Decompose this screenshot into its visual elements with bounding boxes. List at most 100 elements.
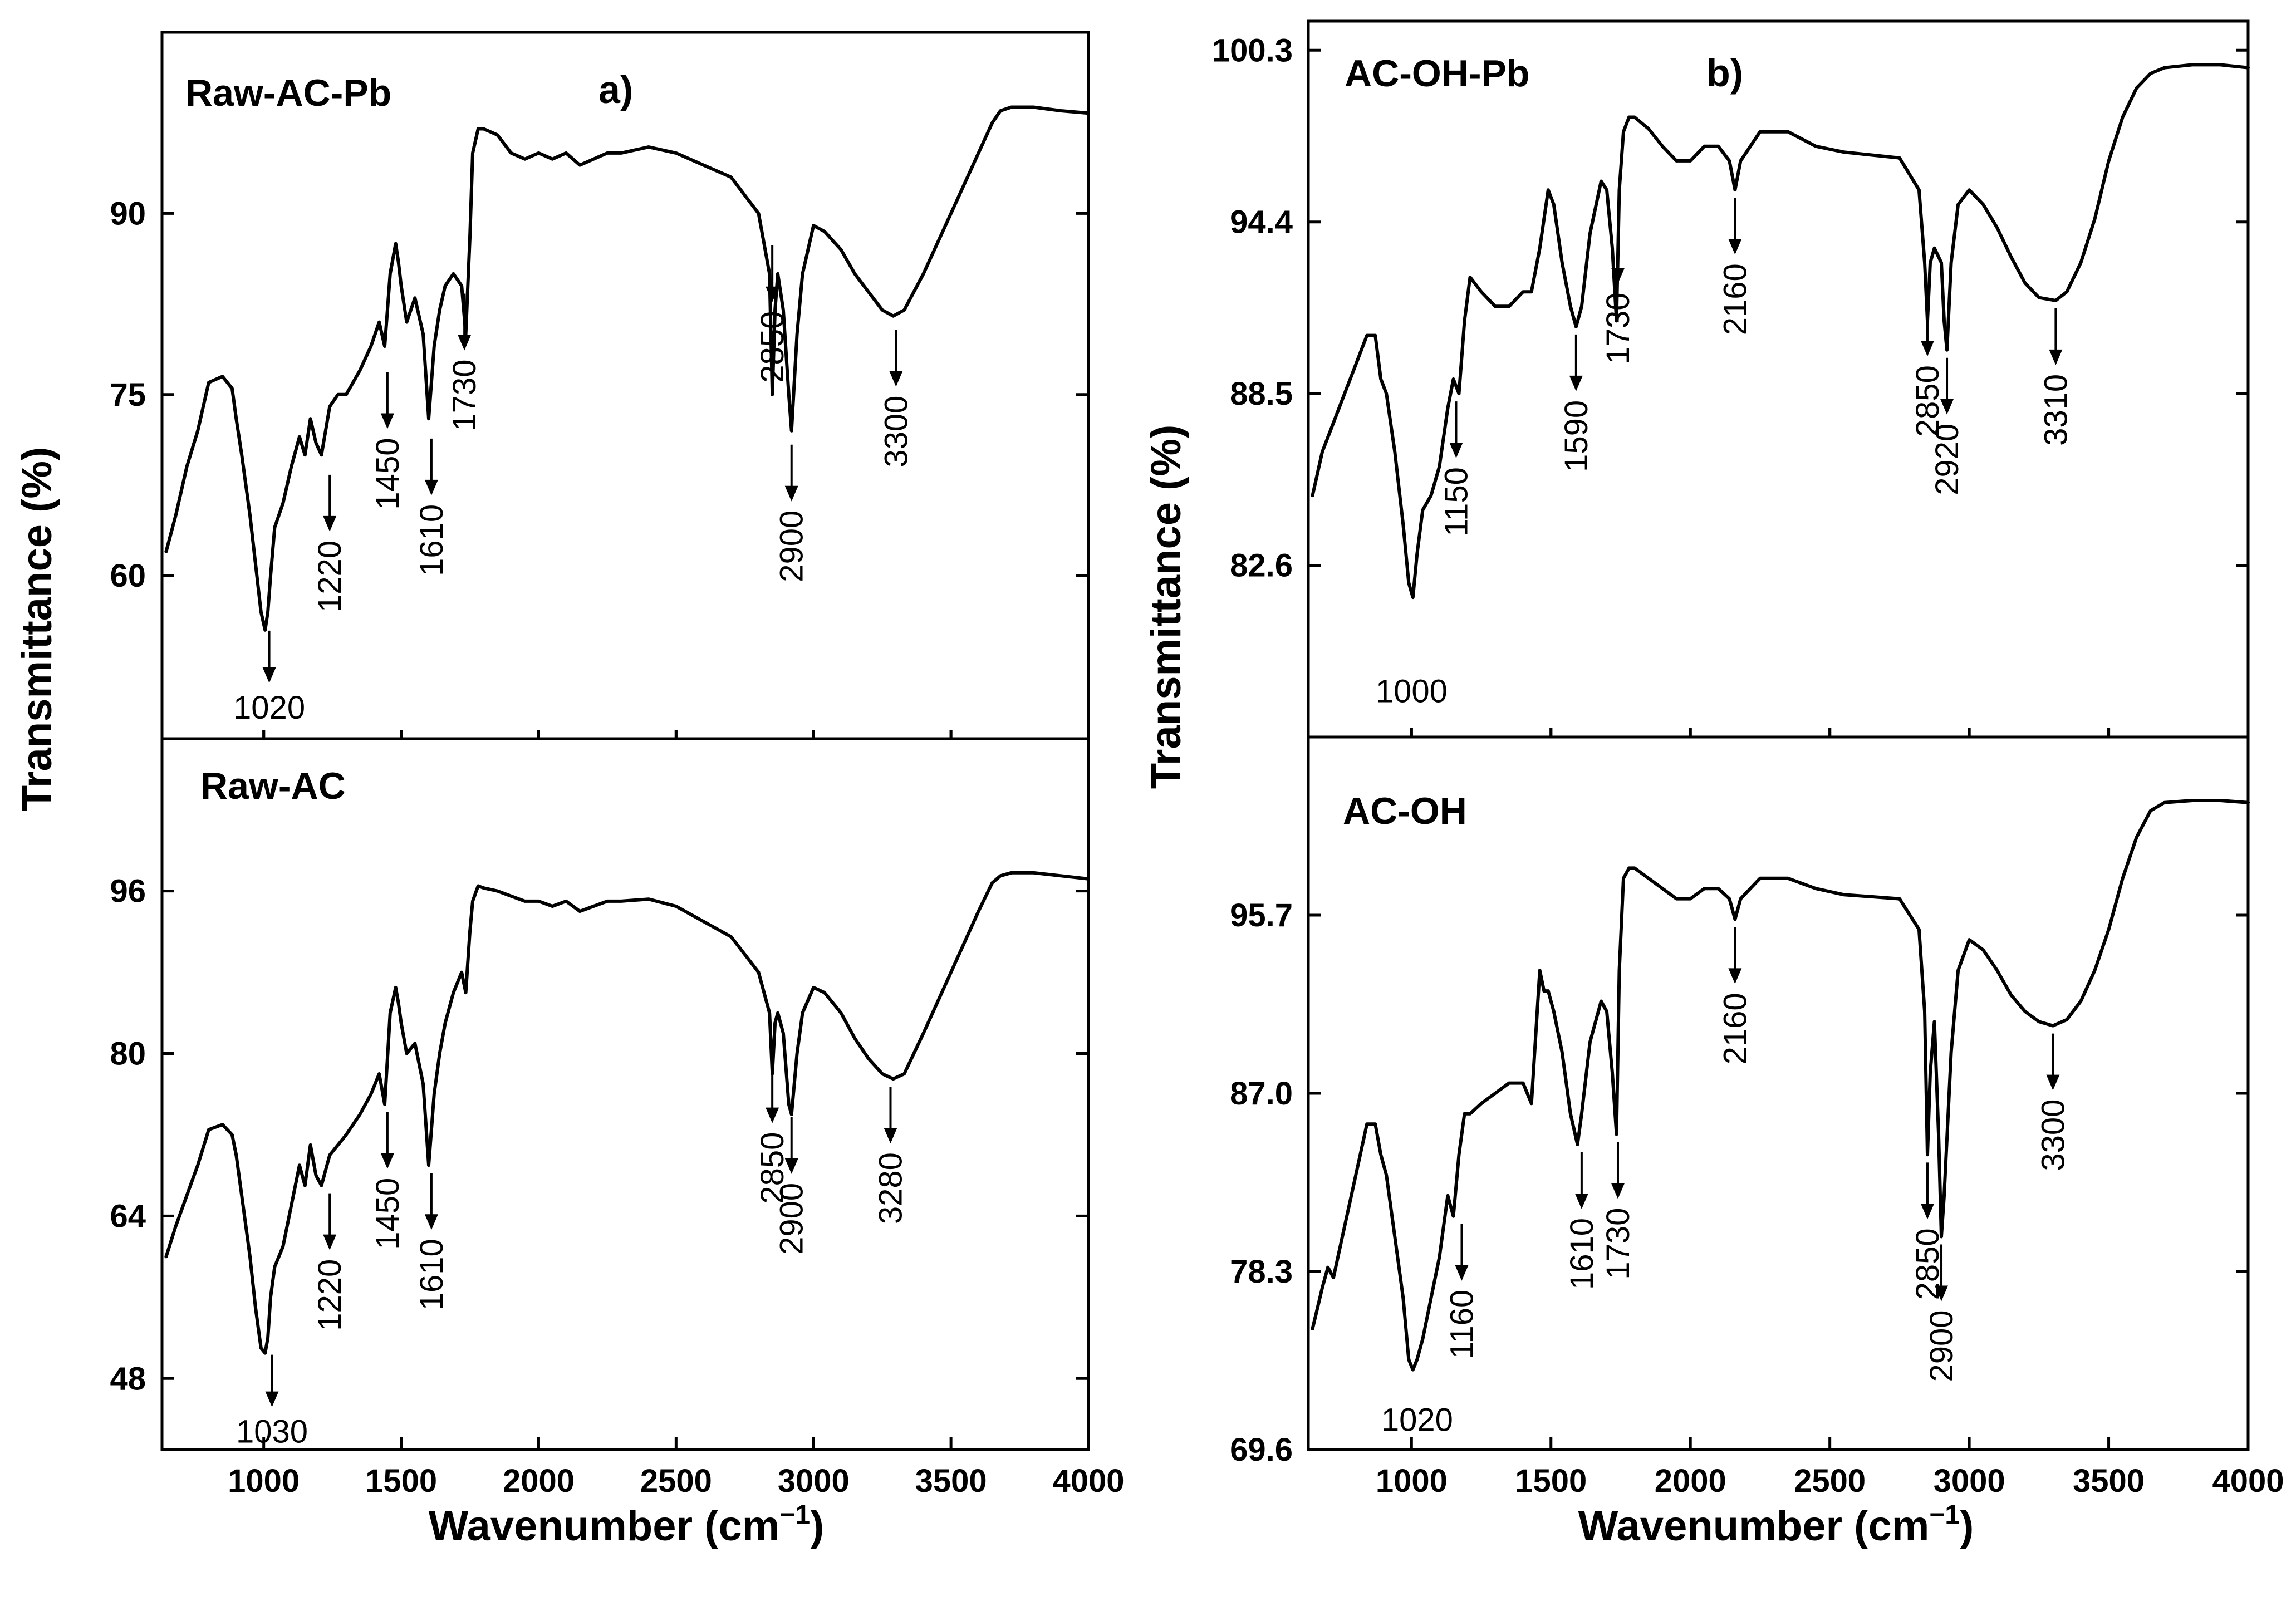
- peak-annotation: 1000: [1376, 673, 1448, 709]
- y-tick-label: 48: [110, 1361, 146, 1397]
- peak-label: 3280: [872, 1152, 909, 1224]
- peak-annotation: 3300: [2035, 1033, 2071, 1171]
- panel-a-letter: a): [598, 68, 633, 111]
- peak-arrow-head: [2046, 1074, 2060, 1091]
- y-tick-label: 94.4: [1230, 204, 1293, 240]
- peak-annotation: 1160: [1444, 1224, 1480, 1359]
- panel-a-x-title-close: ): [810, 1502, 824, 1550]
- peak-label: 1730: [1600, 1208, 1636, 1280]
- peak-label: 1030: [236, 1414, 308, 1450]
- y-tick-label: 75: [110, 377, 146, 413]
- panel-b-x-title-sup: −1: [1929, 1500, 1960, 1530]
- peak-label: 2850: [754, 1132, 791, 1204]
- peak-label: 2160: [1717, 263, 1753, 335]
- peak-arrow-head: [424, 479, 438, 495]
- panel-a-x-title-main: Wavenumber (cm: [429, 1502, 780, 1550]
- peak-arrow-head: [1455, 1265, 1469, 1281]
- spectrum-line: [164, 871, 1090, 1355]
- peak-arrow-head: [1611, 268, 1625, 284]
- panel-a-x-title-sup: −1: [779, 1500, 810, 1530]
- peak-arrow-head: [766, 286, 779, 302]
- y-tick-label: 87.0: [1230, 1075, 1293, 1112]
- peak-arrow-head: [380, 413, 394, 429]
- panel-b-bottom-title: AC-OH: [1343, 790, 1467, 832]
- panel-a-bottom-title: Raw-AC: [200, 765, 346, 807]
- peak-arrow-head: [884, 1128, 897, 1144]
- peak-label: 2900: [1924, 1310, 1960, 1382]
- peak-arrow-head: [2049, 349, 2063, 365]
- x-tick-label: 2000: [1655, 1463, 1726, 1499]
- peak-arrow-head: [262, 667, 276, 683]
- panel-b-x-title-close: ): [1960, 1502, 1974, 1550]
- peak-arrow-head: [1920, 1204, 1934, 1220]
- panel-a-x-axis: 1000 1500 2000 2500 3000 3500 4000: [228, 730, 1125, 1499]
- x-tick-label: 4000: [1052, 1463, 1124, 1499]
- peak-annotation: 2850: [754, 245, 791, 383]
- peak-label: 1020: [233, 690, 305, 726]
- peak-annotation: 1730: [1600, 1142, 1636, 1280]
- x-tick-label: 3500: [915, 1463, 987, 1499]
- peak-annotation: 1590: [1558, 334, 1595, 472]
- peak-arrow-head: [1574, 1193, 1588, 1209]
- y-tick-label: 78.3: [1230, 1254, 1293, 1290]
- x-tick-label: 1000: [228, 1463, 300, 1499]
- peak-arrow-head: [1449, 443, 1463, 459]
- panel-b-letter: b): [1706, 51, 1743, 95]
- peak-annotation: 1220: [312, 1193, 348, 1331]
- panel-b-x-axis-title: Wavenumber (cm−1): [1578, 1500, 1974, 1550]
- peak-arrow-head: [1611, 1183, 1625, 1199]
- peak-annotation: 1730: [447, 293, 483, 431]
- x-tick-label: 2500: [1794, 1463, 1866, 1499]
- peak-annotation: 1610: [1564, 1152, 1600, 1290]
- x-tick-label: 3500: [2073, 1463, 2145, 1499]
- peak-label: 2920: [1929, 424, 1965, 495]
- peak-arrow-head: [784, 1158, 798, 1174]
- peak-arrow-head: [889, 371, 903, 387]
- peak-label: 2850: [1910, 365, 1946, 437]
- panel-a-y-axis-title: Transmittance (%): [13, 447, 61, 812]
- peak-label: 1220: [312, 1259, 348, 1331]
- peak-label: 1730: [447, 360, 483, 431]
- peak-annotation: 3280: [872, 1087, 909, 1224]
- y-tick-label: 96: [110, 873, 146, 910]
- y-tick-label: 80: [110, 1036, 146, 1072]
- peak-arrow-head: [265, 1391, 279, 1407]
- peak-annotation: 1020: [233, 630, 305, 726]
- peak-annotation: 1450: [370, 1112, 406, 1250]
- peak-arrow-head: [1940, 399, 1954, 415]
- peak-label: 1730: [1600, 292, 1636, 364]
- peak-label: 1610: [1564, 1218, 1600, 1290]
- peak-arrow-head: [380, 1153, 394, 1169]
- peak-annotation: 1020: [1381, 1402, 1453, 1438]
- peak-arrow-head: [784, 485, 798, 502]
- panel-a-top-title: Raw-AC-Pb: [185, 72, 391, 114]
- peak-annotation: 1220: [312, 474, 348, 612]
- y-tick-label: 100.3: [1212, 32, 1293, 68]
- peak-label: 2850: [754, 311, 791, 383]
- peak-label: 2160: [1717, 993, 1753, 1064]
- spectrum-line: [1311, 63, 2250, 600]
- peak-annotation: 1610: [414, 438, 450, 576]
- peak-arrow-head: [1728, 968, 1742, 984]
- peak-arrow-head: [424, 1214, 438, 1230]
- peak-label: 1590: [1558, 400, 1595, 472]
- panel-a: Raw-AC-Pb a) Raw-AC 60759010201220145016…: [110, 31, 1125, 1499]
- peak-annotation: 2160: [1717, 927, 1753, 1064]
- peak-label: 1220: [312, 541, 348, 612]
- x-tick-label: 1000: [1376, 1463, 1448, 1499]
- peak-annotation: 3300: [878, 330, 914, 468]
- peak-annotation: 1610: [414, 1173, 450, 1310]
- peak-label: 3310: [2038, 374, 2074, 446]
- peak-arrow-head: [1920, 341, 1934, 357]
- peak-label: 3300: [878, 396, 914, 468]
- peak-arrow-head: [1569, 375, 1583, 391]
- peak-annotation: 1730: [1600, 227, 1636, 365]
- spectrum-line: [164, 105, 1090, 632]
- peak-label: 1020: [1381, 1402, 1453, 1438]
- y-tick-label: 82.6: [1230, 548, 1293, 584]
